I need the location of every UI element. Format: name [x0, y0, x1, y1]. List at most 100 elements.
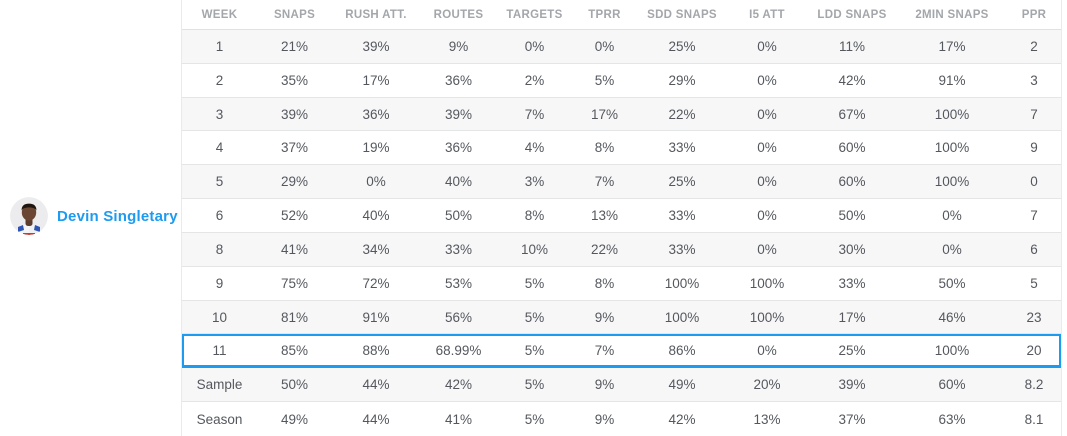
- stat-cell: 0%: [757, 140, 777, 156]
- stat-cell: 36%: [444, 72, 473, 88]
- table-row-5[interactable]: 5 29% 0% 40% 3% 7% 25% 0% 60% 100% 0: [182, 165, 1061, 200]
- stat-cell: 7%: [594, 174, 615, 190]
- stat-cell: 17%: [362, 72, 390, 88]
- table-row-10[interactable]: 10 81% 91% 56% 5% 9% 100% 100% 17% 46% 23: [182, 300, 1061, 335]
- week-cell: 4: [215, 140, 224, 156]
- table-row-6[interactable]: 6 52% 40% 50% 8% 13% 33% 0% 50% 0% 7: [182, 199, 1061, 233]
- stat-cell: 0: [1030, 174, 1038, 190]
- stat-cell: 4%: [524, 140, 545, 156]
- stat-cell: 8%: [594, 275, 615, 291]
- stat-cell: 42%: [668, 411, 696, 427]
- stat-cell: 50%: [838, 208, 866, 224]
- stat-cell: 22%: [590, 241, 619, 257]
- stat-cell: 68.99%: [435, 343, 482, 359]
- stat-cell: 36%: [362, 106, 390, 122]
- stat-cell: 37%: [280, 140, 309, 156]
- stat-cell: 5%: [524, 309, 545, 325]
- stat-cell: 9%: [448, 38, 469, 54]
- stat-cell: 0%: [594, 38, 615, 54]
- stat-cell: 100%: [664, 275, 700, 291]
- stat-cell: 25%: [668, 174, 696, 190]
- stat-cell: 33%: [668, 140, 696, 156]
- stat-cell: 13%: [590, 208, 619, 224]
- stat-cell: 49%: [280, 411, 309, 427]
- stat-cell: 91%: [362, 309, 390, 325]
- stat-cell: 7%: [524, 106, 545, 122]
- stat-cell: 17%: [590, 106, 619, 122]
- stat-cell: 50%: [280, 377, 309, 393]
- week-cell: 11: [212, 343, 227, 359]
- column-header-tprr: TPRR: [588, 8, 621, 21]
- stat-cell: 7: [1030, 208, 1038, 224]
- stat-cell: 8.1: [1024, 411, 1044, 427]
- table-row-2[interactable]: 2 35% 17% 36% 2% 5% 29% 0% 42% 91% 3: [182, 63, 1061, 98]
- stat-cell: 63%: [938, 411, 966, 427]
- stat-cell: 8.2: [1024, 377, 1044, 393]
- stat-cell: 100%: [664, 309, 700, 325]
- stat-cell: 2%: [524, 72, 545, 88]
- stat-cell: 5%: [524, 275, 545, 291]
- stat-cell: 0%: [942, 208, 962, 224]
- stat-cell: 33%: [444, 241, 473, 257]
- stat-cell: 5%: [524, 411, 545, 427]
- stat-cell: 0%: [757, 208, 777, 224]
- table-row-8[interactable]: 8 41% 34% 33% 10% 22% 33% 0% 30% 0% 6: [182, 232, 1061, 267]
- week-cell: 6: [215, 208, 224, 224]
- column-header-rush-att: RUSH ATT.: [345, 8, 407, 21]
- stat-cell: 0%: [757, 174, 777, 190]
- stat-cell: 100%: [934, 106, 970, 122]
- stat-cell: 46%: [938, 309, 966, 325]
- stat-cell: 39%: [444, 106, 473, 122]
- player-link[interactable]: Devin Singletary: [10, 196, 178, 236]
- week-cell: 2: [215, 72, 224, 88]
- table-row-season[interactable]: Season 49% 44% 41% 5% 9% 42% 13% 37% 63% 8.1: [182, 402, 1061, 436]
- stat-cell: 5%: [594, 72, 615, 88]
- stat-cell: 7%: [594, 343, 615, 359]
- table-row-sample[interactable]: Sample 50% 44% 42% 5% 9% 49% 20% 39% 60% 8.2: [182, 368, 1061, 403]
- week-cell: 1: [215, 38, 224, 54]
- stat-cell: 100%: [749, 309, 785, 325]
- stat-cell: 29%: [280, 174, 309, 190]
- table-row-9[interactable]: 9 75% 72% 53% 5% 8% 100% 100% 33% 50% 5: [182, 266, 1061, 301]
- stat-cell: 34%: [362, 241, 390, 257]
- stat-cell: 49%: [668, 377, 696, 393]
- stat-cell: 41%: [444, 411, 473, 427]
- player-name[interactable]: Devin Singletary: [57, 207, 178, 225]
- stat-cell: 3: [1030, 72, 1038, 88]
- column-header-routes: ROUTES: [433, 8, 484, 21]
- stat-cell: 6: [1030, 241, 1038, 257]
- stat-cell: 40%: [362, 208, 390, 224]
- table-row-4[interactable]: 4 37% 19% 36% 4% 8% 33% 0% 60% 100% 9: [182, 131, 1061, 166]
- stat-cell: 39%: [362, 38, 390, 54]
- table-row-3[interactable]: 3 39% 36% 39% 7% 17% 22% 0% 67% 100% 7: [182, 97, 1061, 132]
- stat-cell: 33%: [668, 241, 696, 257]
- stat-cell: 88%: [362, 343, 390, 359]
- column-header-week: WEEK: [201, 8, 238, 21]
- weekly-stats-table: WEEK SNAPS RUSH ATT. ROUTES TARGETS TPRR SDD S…: [181, 0, 1062, 436]
- week-cell: Sample: [196, 377, 243, 393]
- stat-cell: 7: [1030, 106, 1038, 122]
- stat-cell: 9%: [594, 377, 615, 393]
- stat-cell: 60%: [838, 174, 866, 190]
- week-cell: 8: [215, 241, 224, 257]
- table-row-11[interactable]: 11 85% 88% 68.99% 5% 7% 86% 0% 25% 100% 20: [182, 334, 1061, 369]
- stat-cell: 9%: [594, 309, 615, 325]
- table-row-1[interactable]: 1 21% 39% 9% 0% 0% 25% 0% 11% 17% 2: [182, 30, 1061, 64]
- column-header-ppr: PPR: [1021, 8, 1047, 21]
- stat-cell: 11%: [838, 38, 866, 54]
- stat-cell: 41%: [280, 241, 309, 257]
- stat-cell: 20: [1026, 343, 1042, 359]
- stat-cell: 56%: [444, 309, 473, 325]
- stat-cell: 91%: [938, 72, 966, 88]
- stat-cell: 100%: [934, 343, 970, 359]
- stat-cell: 29%: [668, 72, 696, 88]
- stat-cell: 39%: [838, 377, 866, 393]
- stat-cell: 8%: [524, 208, 545, 224]
- week-cell: 10: [211, 309, 228, 325]
- stat-cell: 60%: [938, 377, 966, 393]
- week-cell: Season: [196, 411, 243, 427]
- stat-cell: 23: [1026, 309, 1042, 325]
- player-headshot-icon: [10, 197, 48, 235]
- stat-cell: 30%: [838, 241, 866, 257]
